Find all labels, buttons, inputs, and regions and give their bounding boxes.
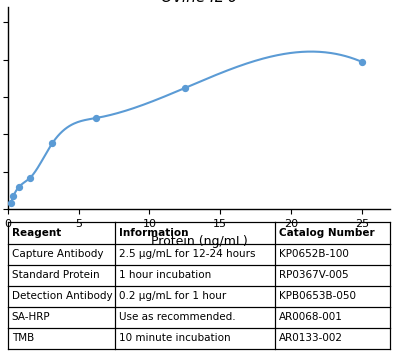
Text: Standard Protein: Standard Protein bbox=[12, 270, 100, 280]
Text: KPB0653B-050: KPB0653B-050 bbox=[279, 291, 356, 301]
Text: 1 hour incubation: 1 hour incubation bbox=[119, 270, 211, 280]
Text: Catalog Number: Catalog Number bbox=[279, 228, 375, 238]
Text: 0.2 μg/mL for 1 hour: 0.2 μg/mL for 1 hour bbox=[119, 291, 226, 301]
Text: Capture Antibody: Capture Antibody bbox=[12, 249, 103, 259]
Text: KP0652B-100: KP0652B-100 bbox=[279, 249, 349, 259]
Text: SA-HRP: SA-HRP bbox=[12, 312, 51, 322]
Text: AR0133-002: AR0133-002 bbox=[279, 333, 343, 343]
X-axis label: Protein (ng/mL): Protein (ng/mL) bbox=[150, 235, 248, 248]
Point bbox=[93, 115, 100, 121]
Point bbox=[8, 200, 14, 206]
Point bbox=[359, 59, 365, 65]
Title: Ovine IL-6: Ovine IL-6 bbox=[161, 0, 237, 5]
Text: Information: Information bbox=[119, 228, 188, 238]
Point bbox=[181, 85, 188, 91]
Text: Detection Antibody: Detection Antibody bbox=[12, 291, 112, 301]
Text: RP0367V-005: RP0367V-005 bbox=[279, 270, 349, 280]
Point bbox=[49, 141, 55, 146]
Text: Reagent: Reagent bbox=[12, 228, 61, 238]
Text: Use as recommended.: Use as recommended. bbox=[119, 312, 235, 322]
Text: 10 minute incubation: 10 minute incubation bbox=[119, 333, 230, 343]
Text: AR0068-001: AR0068-001 bbox=[279, 312, 343, 322]
Text: TMB: TMB bbox=[12, 333, 34, 343]
Point bbox=[16, 184, 22, 190]
Point bbox=[10, 193, 17, 199]
Text: 2.5 μg/mL for 12-24 hours: 2.5 μg/mL for 12-24 hours bbox=[119, 249, 255, 259]
Point bbox=[27, 175, 33, 181]
